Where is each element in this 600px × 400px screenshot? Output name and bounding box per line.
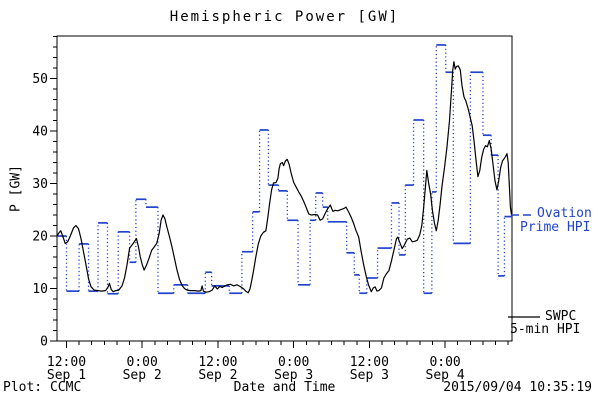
legend-ovation-line1: Ovation xyxy=(537,206,592,221)
y-tick-label: 40 xyxy=(32,125,48,140)
x-tick-time-label: 0:00 xyxy=(429,355,460,370)
x-tick-time-label: 12:00 xyxy=(350,355,389,370)
y-tick-label: 20 xyxy=(32,230,48,245)
x-tick-date-label: Sep 1 xyxy=(47,368,86,383)
x-tick-date-label: Sep 2 xyxy=(198,368,237,383)
x-tick-date-label: Sep 3 xyxy=(274,368,313,383)
legend-swpc: SWPC 5-min HPI xyxy=(510,310,580,336)
legend-ovation-line2: Prime HPI xyxy=(520,220,591,235)
y-tick-label: 10 xyxy=(32,282,48,297)
x-tick-time-label: 12:00 xyxy=(198,355,237,370)
x-tick-date-label: Sep 3 xyxy=(350,368,389,383)
y-tick-label: 0 xyxy=(40,335,48,350)
x-tick-date-label: Sep 2 xyxy=(123,368,162,383)
plot-timestamp: 2015/09/04 10:35:19 xyxy=(443,380,592,395)
x-tick-date-label: Sep 4 xyxy=(426,368,465,383)
x-tick-time-label: 12:00 xyxy=(47,355,86,370)
x-tick-time-label: 0:00 xyxy=(278,355,309,370)
chart-title: Hemispheric Power [GW] xyxy=(169,9,400,25)
y-tick-label: 30 xyxy=(32,177,48,192)
legend-swpc-line1: SWPC xyxy=(545,309,577,324)
plot-frame xyxy=(56,35,513,342)
x-tick-time-label: 0:00 xyxy=(127,355,158,370)
swpc-line xyxy=(56,61,513,294)
legend-ovation: Ovation Prime HPI xyxy=(520,207,592,235)
y-tick-label: 50 xyxy=(32,72,48,87)
plot-credit: Plot: CCMC xyxy=(3,380,82,395)
y-axis-label: P [GW] xyxy=(8,165,24,212)
x-axis-label: Date and Time xyxy=(233,380,336,395)
legend-swpc-line2: 5-min HPI xyxy=(510,322,581,337)
